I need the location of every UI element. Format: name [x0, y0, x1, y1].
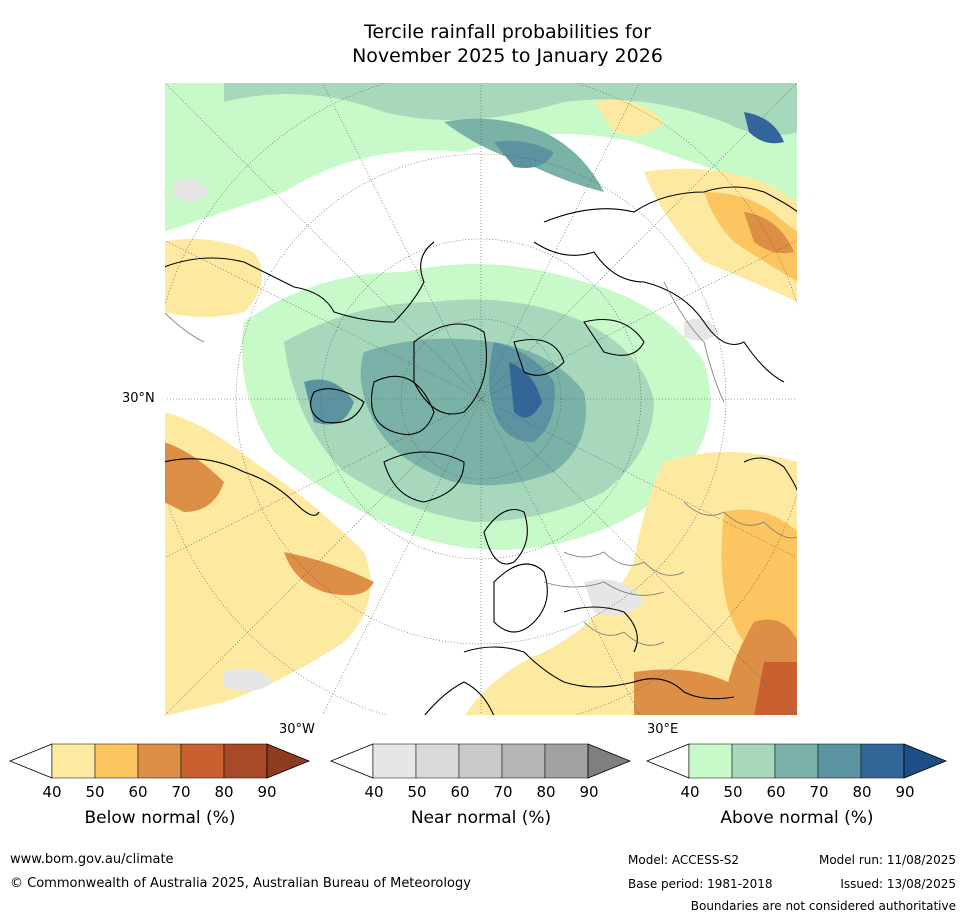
colorbar-above-segment	[688, 743, 733, 779]
cb-below-tick-50: 50	[85, 783, 105, 801]
colorbar-below-normal-svg	[8, 743, 311, 779]
colorbar-near-segment	[372, 743, 417, 779]
title-line-1: Tercile rainfall probabilities for	[363, 21, 652, 43]
colorbar-above-normal	[645, 742, 948, 780]
colorbar-below-normal	[8, 742, 311, 780]
cb-near-tick-50: 50	[407, 783, 427, 801]
cb-above-tick-50: 50	[723, 783, 743, 801]
colorbar-below-under-triangle	[8, 743, 53, 779]
cb-below-tick-70: 70	[171, 783, 191, 801]
colorbar-near-segment	[415, 743, 460, 779]
colorbar-above-segment	[731, 743, 776, 779]
cb-below-tick-60: 60	[128, 783, 148, 801]
footer-base-period: Base period: 1981-2018	[628, 877, 773, 891]
cb-near-tick-60: 60	[450, 783, 470, 801]
cb-below-tick-80: 80	[214, 783, 234, 801]
map-title: Tercile rainfall probabilities for Novem…	[0, 20, 965, 68]
cb-above-tick-80: 80	[852, 783, 872, 801]
colorbar-above-segment	[860, 743, 905, 779]
colorbar-above-segment	[817, 743, 862, 779]
coastlines	[164, 186, 798, 716]
colorbar-near-normal-svg	[329, 743, 632, 779]
cb-above-tick-40: 40	[680, 783, 700, 801]
colorbar-near-segment	[458, 743, 503, 779]
polar-map	[164, 82, 798, 716]
cb-above-label: Above normal (%)	[720, 808, 874, 828]
map-svg	[164, 82, 798, 716]
cb-near-tick-90: 90	[579, 783, 599, 801]
colorbar-above-segment	[774, 743, 819, 779]
footer-model-run: Model run: 11/08/2025	[818, 853, 956, 867]
colorbar-above-normal-svg	[645, 743, 948, 779]
footer-model: Model: ACCESS-S2	[628, 853, 740, 867]
country-borders	[164, 281, 798, 646]
colorbar-above-under-triangle	[645, 743, 690, 779]
colorbar-below-segment	[51, 743, 96, 779]
lon-label-30w: 30°W	[279, 722, 315, 737]
footer-website: www.bom.gov.au/climate	[10, 852, 174, 867]
cb-below-label: Below normal (%)	[84, 808, 236, 828]
colorbar-near-over-triangle	[587, 743, 632, 779]
graticule	[164, 82, 798, 716]
colorbar-near-segment	[501, 743, 546, 779]
cb-near-tick-80: 80	[536, 783, 556, 801]
footer-disclaimer: Boundaries are not considered authoritat…	[690, 899, 956, 913]
colorbar-below-segment	[94, 743, 139, 779]
lon-label-30e: 30°E	[647, 722, 679, 737]
colorbar-below-segment	[223, 743, 268, 779]
colorbar-below-over-triangle	[266, 743, 311, 779]
cb-above-tick-90: 90	[895, 783, 915, 801]
cb-near-label: Near normal (%)	[410, 808, 552, 828]
colorbar-near-under-triangle	[329, 743, 374, 779]
cb-near-tick-40: 40	[364, 783, 384, 801]
cb-above-tick-70: 70	[809, 783, 829, 801]
footer-copyright: © Commonwealth of Australia 2025, Austra…	[10, 876, 471, 891]
colorbar-below-segment	[137, 743, 182, 779]
cb-above-tick-60: 60	[766, 783, 786, 801]
cb-below-tick-40: 40	[42, 783, 62, 801]
cb-below-tick-90: 90	[257, 783, 277, 801]
colorbar-near-segment	[544, 743, 589, 779]
cb-near-tick-70: 70	[493, 783, 513, 801]
colorbar-above-over-triangle	[903, 743, 948, 779]
title-line-2: November 2025 to January 2026	[352, 45, 663, 67]
colorbar-below-segment	[180, 743, 225, 779]
lat-label-30n: 30°N	[122, 391, 155, 406]
footer-issued: Issued: 13/08/2025	[840, 877, 956, 891]
colorbar-near-normal	[329, 742, 632, 780]
